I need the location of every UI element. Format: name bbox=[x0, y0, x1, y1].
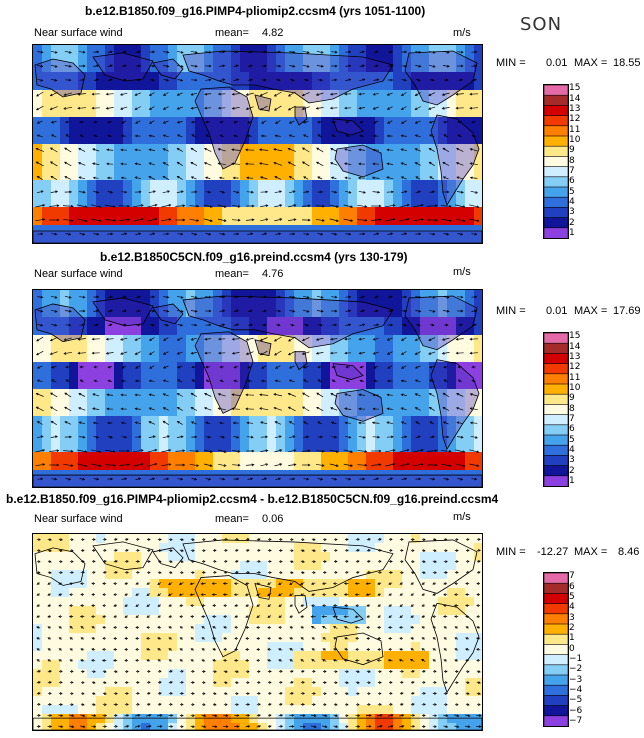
panel-3-min-label: MIN = bbox=[496, 546, 526, 558]
colorbar-tick-label: 11 bbox=[569, 124, 581, 135]
panel-2-mean-label: mean= bbox=[215, 268, 249, 280]
colorbar-tick-label: 11 bbox=[569, 372, 581, 383]
colorbar-tick-label: 12 bbox=[569, 362, 581, 373]
coastlines bbox=[33, 539, 482, 730]
colorbar-tick-label: 5 bbox=[569, 591, 575, 602]
panel-1-max-value: 18.55 bbox=[613, 57, 641, 69]
panel-2-min-label: MIN = bbox=[496, 305, 526, 317]
panel-3-colorbar bbox=[543, 572, 569, 727]
panel-3-field-label: Near surface wind bbox=[34, 513, 123, 525]
colorbar-tick-label: 14 bbox=[569, 93, 581, 104]
panel-2-colorbar bbox=[543, 332, 569, 487]
colorbar-tick-label: 1 bbox=[569, 227, 575, 238]
colorbar-tick-label: 2 bbox=[569, 217, 575, 228]
panel-3-map bbox=[32, 533, 483, 731]
colorbar-tick-label: 6 bbox=[569, 176, 575, 187]
colorbar-tick-label: 7 bbox=[569, 571, 575, 582]
colorbar-tick-label: −2 bbox=[569, 664, 583, 675]
colorbar-tick-label: 7 bbox=[569, 413, 575, 424]
panel-2-field-label: Near surface wind bbox=[34, 268, 123, 280]
panel-3-max-value: 8.46 bbox=[618, 546, 640, 558]
colorbar-tick-label: 1 bbox=[569, 475, 575, 486]
colorbar-tick-label: 4 bbox=[569, 444, 575, 455]
panel-1-mean-value: 4.82 bbox=[262, 27, 284, 39]
wind-speed-field bbox=[33, 290, 482, 487]
panel-2-map bbox=[32, 289, 483, 488]
colorbar-tick-label: 12 bbox=[569, 114, 581, 125]
panel-2-max-label: MAX = bbox=[574, 305, 608, 317]
colorbar-tick-label: 3 bbox=[569, 207, 575, 218]
colorbar-swatch bbox=[544, 715, 568, 726]
colorbar-tick-label: 3 bbox=[569, 455, 575, 466]
colorbar-tick-label: 5 bbox=[569, 434, 575, 445]
panel-1-units: m/s bbox=[453, 27, 471, 39]
panel-1-min-label: MIN = bbox=[496, 57, 526, 69]
colorbar-tick-label: −7 bbox=[569, 715, 583, 726]
colorbar-tick-label: 4 bbox=[569, 196, 575, 207]
panel-3-max-label: MAX = bbox=[574, 546, 608, 558]
panel-3-mean-value: 0.06 bbox=[262, 513, 284, 525]
colorbar-tick-label: −6 bbox=[569, 705, 583, 716]
colorbar-tick-label: 10 bbox=[569, 134, 581, 145]
colorbar-tick-label: 3 bbox=[569, 612, 575, 623]
panel-2-min-value: 0.01 bbox=[546, 305, 568, 317]
panel-1-min-value: 0.01 bbox=[546, 57, 568, 69]
panel-2-units: m/s bbox=[453, 266, 471, 278]
colorbar-tick-label: 6 bbox=[569, 581, 575, 592]
panel-1-field-label: Near surface wind bbox=[34, 27, 123, 39]
colorbar-tick-label: 10 bbox=[569, 382, 581, 393]
colorbar-tick-label: −1 bbox=[569, 653, 583, 664]
panel-1-map bbox=[32, 44, 483, 244]
colorbar-tick-label: 13 bbox=[569, 351, 581, 362]
wind-vectors bbox=[35, 295, 480, 481]
colorbar-tick-label: 6 bbox=[569, 424, 575, 435]
colorbar-tick-label: −3 bbox=[569, 674, 583, 685]
panel-3-mean-label: mean= bbox=[215, 513, 249, 525]
panel-2-mean-value: 4.76 bbox=[262, 268, 284, 280]
panel-2-max-value: 17.69 bbox=[613, 305, 641, 317]
colorbar-tick-label: 0 bbox=[569, 643, 575, 654]
colorbar-swatch bbox=[544, 227, 568, 238]
panel-3-units: m/s bbox=[453, 511, 471, 523]
season-label: SON bbox=[520, 14, 563, 35]
wind-speed-field bbox=[33, 45, 482, 243]
coastlines bbox=[33, 295, 482, 487]
panel-3-title: b.e12.B1850.f09_g16.PIMP4-pliomip2.ccsm4… bbox=[6, 492, 499, 506]
panel-3-min-value: -12.27 bbox=[537, 546, 569, 558]
wind-vectors bbox=[36, 538, 482, 729]
panel-1-mean-label: mean= bbox=[215, 27, 249, 39]
colorbar-tick-label: −4 bbox=[569, 684, 583, 695]
colorbar-swatch bbox=[544, 475, 568, 486]
colorbar-tick-label: 9 bbox=[569, 145, 575, 156]
colorbar-tick-label: 4 bbox=[569, 602, 575, 613]
colorbar-tick-label: 15 bbox=[569, 83, 581, 94]
panel-2-title: b.e12.B1850C5CN.f09_g16.preind.ccsm4 (yr… bbox=[100, 250, 408, 264]
colorbar-tick-label: −5 bbox=[569, 695, 583, 706]
panel-1-max-label: MAX = bbox=[574, 57, 608, 69]
colorbar-tick-label: 15 bbox=[569, 331, 581, 342]
colorbar-tick-label: 7 bbox=[569, 165, 575, 176]
colorbar-tick-label: 5 bbox=[569, 186, 575, 197]
colorbar-tick-label: 9 bbox=[569, 393, 575, 404]
wind-speed-field bbox=[33, 534, 482, 730]
colorbar-tick-label: 1 bbox=[569, 633, 575, 644]
colorbar-tick-label: 2 bbox=[569, 622, 575, 633]
colorbar-tick-label: 8 bbox=[569, 155, 575, 166]
panel-1-colorbar bbox=[543, 84, 569, 239]
colorbar-tick-label: 13 bbox=[569, 103, 581, 114]
panel-1-title: b.e12.B1850.f09_g16.PIMP4-pliomip2.ccsm4… bbox=[85, 4, 426, 18]
colorbar-tick-label: 8 bbox=[569, 403, 575, 414]
colorbar-tick-label: 2 bbox=[569, 465, 575, 476]
colorbar-tick-label: 14 bbox=[569, 341, 581, 352]
wind-vectors bbox=[35, 50, 480, 236]
